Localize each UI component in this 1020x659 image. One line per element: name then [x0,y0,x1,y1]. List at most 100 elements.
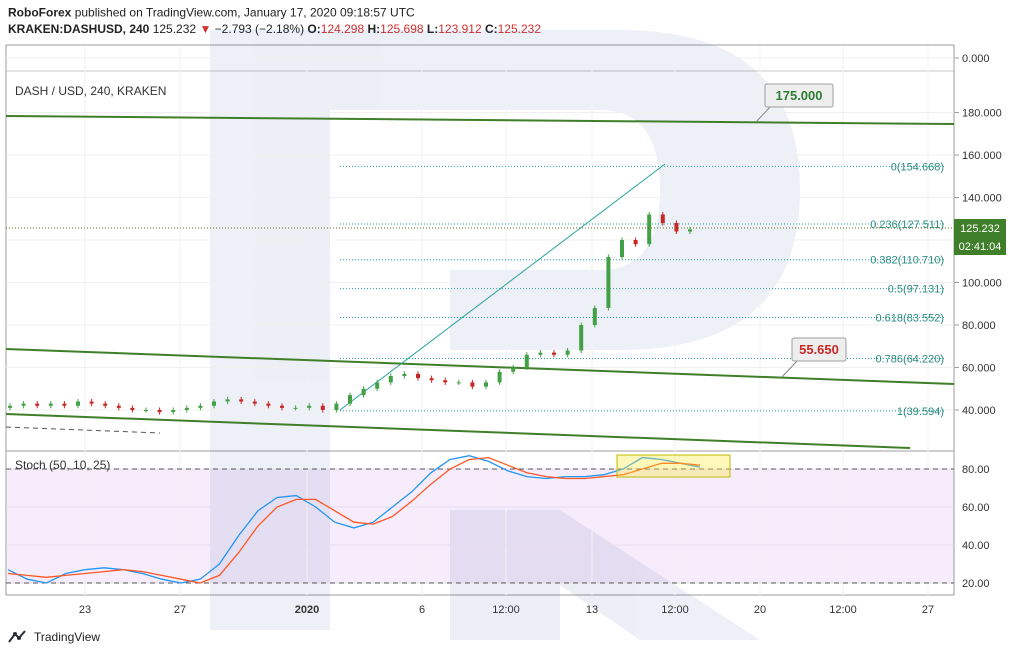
stoch-tick-label: 60.00 [962,502,990,514]
high-label: H: [367,22,381,37]
symbol-label[interactable]: KRAKEN:DASHUSD, 240 [8,22,150,37]
callout-175-pointer [755,106,771,123]
middle-trendline[interactable] [5,348,955,385]
candle-body [484,382,488,387]
fib-level-label: 0.786(64.220) [876,354,945,366]
candle-body [320,405,325,410]
candle-body [171,410,176,413]
callout-5565-pointer [781,360,798,378]
open-label: O: [307,22,321,37]
stoch-tick-label: 40.00 [962,540,990,552]
candle-body [606,257,611,308]
publisher-name[interactable]: RoboForex [8,5,72,20]
time-tick-label: 23 [79,604,91,616]
last-price: 125.232 [152,22,197,37]
price-tick-label: 180.000 [962,108,1002,120]
callout-5565[interactable]: 55.650 [781,337,847,378]
down-arrow-icon: ▼ [199,22,212,37]
time-tick-label: 27 [174,604,186,616]
price-tick-label: 160.000 [962,150,1002,162]
published-text: published on TradingView.com, January 17… [74,5,415,20]
candle-body [633,240,638,245]
candle-body [252,401,257,404]
callout-175-box [764,83,834,108]
candle-body [239,399,244,402]
time-axis[interactable]: 23 27 2020 6 12:00 13 12:00 20 12:00 27 [79,604,934,616]
price-tick-label: 60.000 [962,363,996,375]
price-tick-label: 140.000 [962,193,1002,205]
callout-175[interactable]: 175.000 [755,83,834,123]
fib-level-label: 1(39.594) [897,406,944,418]
candle-body [334,403,339,410]
countdown-tag [954,237,1006,255]
candle-body [647,214,652,245]
candle-body [76,401,80,406]
candle-body [674,223,679,232]
time-tick-label: 12:00 [492,604,520,616]
main-pane-title: DASH / USD, 240, KRAKEN [15,84,166,98]
candle-body [592,308,597,325]
tradingview-footer[interactable]: TradingView [8,630,100,644]
time-tick-label: 27 [922,604,934,616]
tradingview-brand: TradingView [34,630,101,644]
fib-level-label: 0.5(97.131) [888,284,944,296]
candle-body [184,407,189,410]
candle-body [429,378,434,381]
low-label: L: [426,22,439,37]
candle-body [212,401,216,406]
price-tick-label: 0.000 [962,53,990,65]
time-tick-label: 6 [419,604,425,616]
tradingview-logo-icon [8,630,26,643]
low-value: 123.912 [438,22,482,37]
candle-body [538,352,543,355]
candle-body [361,388,366,396]
candle-body [280,405,284,408]
callout-5565-text: 55.650 [799,342,839,357]
candle-body [198,405,203,408]
candle-body [511,367,516,372]
time-tick-label: 12:00 [661,604,689,616]
candle-body [157,410,162,413]
candle-body [565,350,570,355]
candle-body [103,403,108,406]
fib-level-label: 0.236(127.511) [870,219,944,231]
candle-body [688,229,692,232]
roboforex-watermark [210,30,800,640]
stoch-highlight-box[interactable] [616,454,731,478]
candle-body [660,214,665,223]
candle-body [497,371,502,383]
chart-header: RoboForex published on TradingView.com, … [8,4,1008,38]
candle-body [21,403,26,406]
candle-body [552,352,556,355]
candle-body [470,382,475,387]
lower-trendline[interactable] [5,413,911,449]
candle-body [375,382,380,389]
candle-body [443,380,448,383]
stoch-series[interactable] [7,455,701,584]
price-tick-label: 100.000 [962,278,1002,290]
candle-body [388,376,393,383]
high-value: 125.698 [380,22,424,37]
stoch-d-line [7,456,701,584]
candle-body [62,403,67,406]
close-value: 125.232 [497,22,542,37]
candle-body [579,325,584,351]
upper-trendline[interactable] [5,115,955,125]
candle-body [620,240,624,257]
candle-body [35,403,40,406]
stoch-pane-title: Stoch (50, 10, 25) [15,458,110,472]
stoch-axis[interactable]: 80.00 60.00 40.00 20.00 [962,464,990,590]
candle-body [402,373,407,376]
fib-level-label: 0.382(110.710) [870,255,944,267]
candle-body [293,407,298,409]
price-tick-label: 40.000 [962,405,996,417]
fib-level-label: 0.618(83.552) [876,312,945,324]
countdown-tag-text: 02:41:04 [959,241,1002,253]
candlestick-series[interactable] [8,211,692,415]
price-grid [6,46,954,595]
fib-trend-line[interactable] [339,163,666,411]
stoch-grid [6,468,954,584]
candle-body [8,405,12,408]
stoch-tick-label: 80.00 [962,464,990,476]
